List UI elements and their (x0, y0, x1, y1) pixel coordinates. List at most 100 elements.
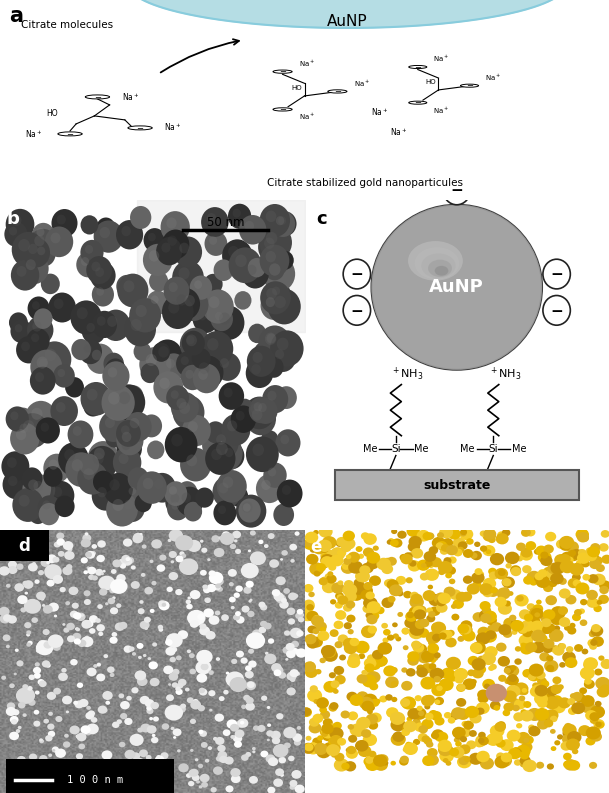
Circle shape (284, 630, 290, 636)
Circle shape (55, 496, 75, 517)
Circle shape (189, 668, 196, 674)
Circle shape (85, 245, 93, 254)
Circle shape (563, 760, 572, 768)
Circle shape (482, 679, 495, 690)
Circle shape (244, 396, 274, 429)
Circle shape (478, 737, 485, 744)
Circle shape (181, 356, 189, 365)
Text: HO: HO (291, 85, 302, 90)
Polygon shape (128, 0, 566, 28)
Circle shape (116, 426, 144, 455)
Circle shape (234, 539, 238, 542)
Circle shape (265, 332, 276, 345)
Circle shape (439, 527, 453, 538)
Circle shape (460, 531, 466, 537)
Circle shape (202, 289, 234, 324)
Circle shape (46, 232, 65, 251)
Circle shape (296, 672, 300, 676)
Circle shape (537, 688, 551, 699)
Circle shape (199, 626, 210, 635)
Circle shape (264, 544, 269, 548)
Circle shape (139, 533, 143, 535)
Circle shape (113, 447, 141, 478)
Circle shape (551, 746, 557, 751)
Circle shape (306, 604, 314, 611)
Circle shape (44, 646, 50, 650)
Circle shape (445, 745, 453, 752)
Circle shape (141, 363, 159, 383)
Circle shape (552, 615, 563, 626)
Circle shape (278, 672, 286, 679)
Circle shape (153, 781, 160, 787)
Circle shape (520, 550, 533, 561)
Circle shape (158, 600, 166, 607)
Circle shape (520, 643, 533, 654)
Circle shape (94, 448, 105, 459)
Circle shape (549, 629, 563, 642)
Circle shape (391, 681, 398, 688)
Circle shape (453, 531, 460, 537)
Circle shape (270, 343, 296, 372)
Circle shape (442, 538, 453, 548)
Ellipse shape (408, 241, 463, 281)
Circle shape (454, 737, 460, 743)
Circle shape (25, 531, 34, 538)
Circle shape (448, 717, 456, 724)
Circle shape (590, 706, 605, 718)
Circle shape (265, 259, 284, 281)
Circle shape (172, 668, 180, 675)
Circle shape (581, 701, 596, 714)
Circle shape (13, 408, 33, 430)
Circle shape (126, 695, 132, 701)
Circle shape (350, 589, 363, 601)
Circle shape (124, 482, 146, 506)
Circle shape (325, 539, 331, 545)
Circle shape (158, 628, 163, 632)
Circle shape (474, 573, 483, 580)
Circle shape (518, 626, 527, 634)
Circle shape (420, 573, 429, 580)
Circle shape (139, 695, 150, 704)
Circle shape (306, 736, 311, 741)
Circle shape (81, 257, 89, 266)
Circle shape (29, 229, 58, 261)
Circle shape (122, 441, 130, 450)
Circle shape (111, 632, 117, 637)
Circle shape (135, 493, 152, 512)
Circle shape (215, 611, 220, 615)
Circle shape (543, 609, 555, 620)
Circle shape (382, 638, 389, 643)
Circle shape (476, 632, 490, 645)
Circle shape (396, 576, 406, 585)
Circle shape (260, 621, 267, 627)
Circle shape (384, 579, 393, 587)
Circle shape (597, 600, 602, 605)
Circle shape (572, 691, 583, 701)
Circle shape (516, 596, 524, 602)
Circle shape (268, 289, 301, 324)
Circle shape (271, 211, 295, 237)
Circle shape (275, 429, 300, 457)
Circle shape (275, 594, 286, 603)
Circle shape (336, 537, 347, 546)
Circle shape (519, 626, 527, 634)
Circle shape (52, 575, 63, 584)
Circle shape (418, 725, 428, 734)
Circle shape (580, 534, 589, 542)
Circle shape (365, 612, 373, 619)
Circle shape (171, 493, 179, 504)
Circle shape (91, 544, 97, 549)
Circle shape (27, 641, 33, 646)
Circle shape (82, 787, 88, 793)
Circle shape (245, 402, 276, 435)
Circle shape (339, 654, 346, 661)
Circle shape (73, 612, 82, 619)
Circle shape (92, 481, 119, 511)
Circle shape (239, 215, 266, 244)
Circle shape (62, 566, 72, 575)
Circle shape (353, 697, 359, 703)
Circle shape (267, 706, 270, 709)
Circle shape (30, 350, 62, 385)
Circle shape (3, 614, 12, 622)
Circle shape (146, 755, 152, 760)
